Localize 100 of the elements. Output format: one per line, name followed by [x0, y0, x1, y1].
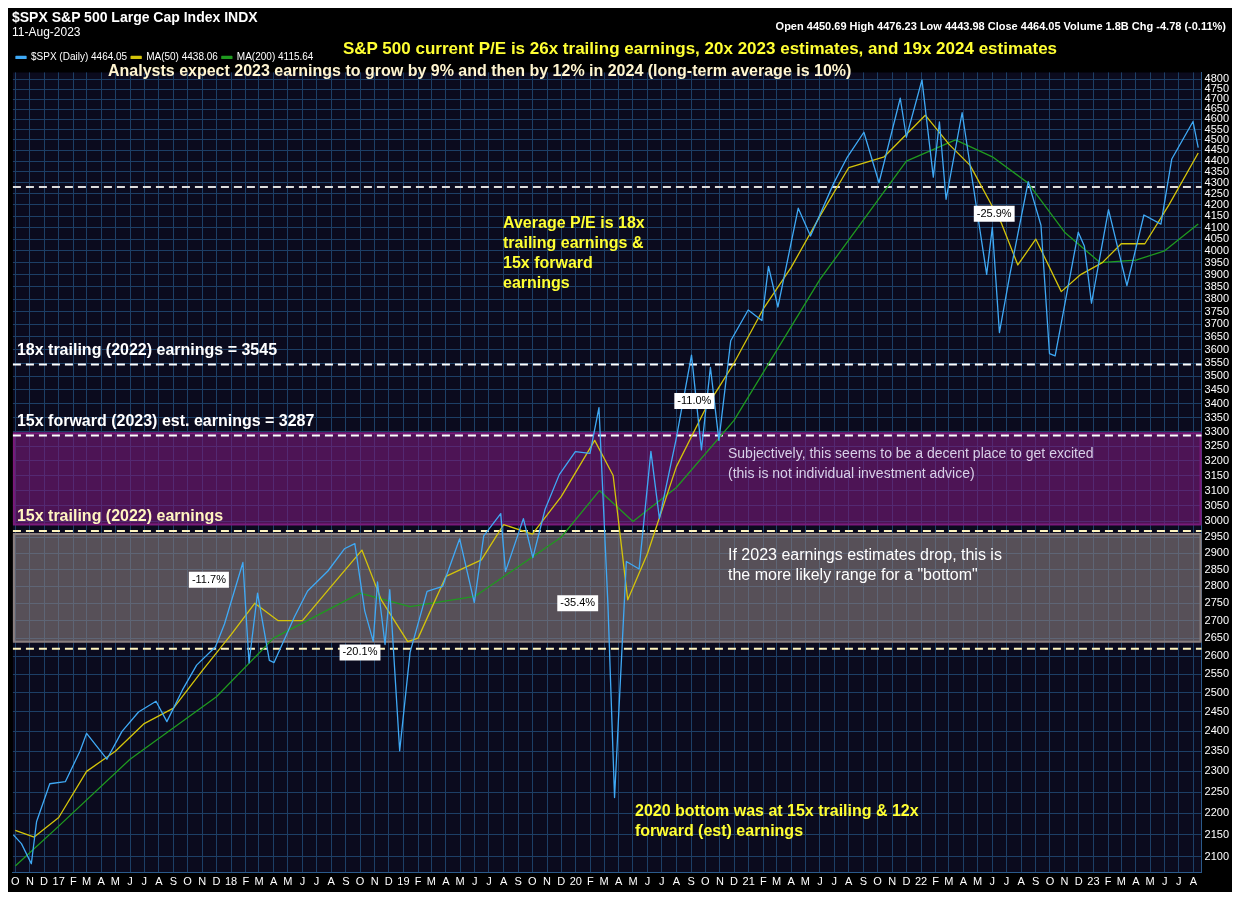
x-tick-label: S: [342, 875, 350, 888]
chart-title: $SPX S&P 500 Large Cap Index INDX: [12, 9, 259, 25]
y-tick-label: 4500: [1204, 132, 1230, 145]
x-tick-label: M: [944, 875, 954, 888]
x-tick-label: J: [1003, 875, 1010, 888]
y-tick-label: 3350: [1204, 410, 1230, 423]
x-tick-label: N: [370, 875, 379, 888]
ref-line-label: 15x forward (2023) est. earnings = 3287: [16, 411, 315, 429]
x-tick-label: A: [442, 875, 451, 888]
y-tick-label: 2200: [1204, 806, 1230, 819]
x-tick-label: D: [902, 875, 911, 888]
x-tick-label: O: [1045, 875, 1055, 888]
x-tick-label: 18: [224, 875, 238, 888]
x-tick-label: S: [1032, 875, 1040, 888]
x-tick-label: J: [486, 875, 492, 888]
y-tick-label: 2400: [1204, 724, 1230, 737]
x-tick-label: J: [472, 875, 478, 888]
x-tick-label: D: [1074, 875, 1083, 888]
annotation: 2020 bottom was at 15x trailing & 12x forward (est) earnings: [635, 802, 919, 839]
x-tick-label: M: [800, 875, 810, 888]
y-tick-label: 3650: [1204, 329, 1230, 342]
x-tick-label: N: [25, 875, 34, 888]
x-tick-label: A: [269, 875, 278, 888]
x-tick-label: M: [1116, 875, 1126, 888]
x-tick-label: J: [127, 875, 133, 888]
x-tick-label: M: [283, 875, 293, 888]
legend-label: MA(200) 4115.64: [236, 51, 314, 63]
band-label: If 2023 earnings estimates drop, this is the more likely range for a "bottom": [728, 546, 1002, 584]
y-tick-label: 3050: [1204, 498, 1230, 511]
x-tick-label: D: [384, 875, 393, 888]
y-tick-label: 3250: [1204, 439, 1230, 452]
y-tick-label: 2650: [1204, 631, 1230, 644]
x-tick-label: 21: [742, 875, 755, 888]
y-tick-label: 3600: [1204, 342, 1230, 355]
y-tick-label: 4100: [1204, 220, 1230, 233]
x-tick-label: J: [817, 875, 823, 888]
x-tick-label: A: [1189, 875, 1198, 888]
y-tick-label: 3850: [1204, 279, 1230, 292]
y-tick-label: 4050: [1204, 232, 1230, 245]
y-tick-label: 3900: [1204, 267, 1230, 280]
y-tick-label: 3750: [1204, 304, 1230, 317]
x-tick-label: M: [771, 875, 782, 888]
y-tick-label: 2850: [1204, 562, 1230, 575]
annotation: -11.0%: [677, 393, 712, 406]
x-tick-label: M: [110, 875, 120, 888]
x-tick-label: M: [455, 875, 465, 888]
y-tick-label: 4750: [1204, 82, 1230, 95]
y-tick-label: 2700: [1204, 613, 1230, 626]
x-tick-label: A: [327, 875, 336, 888]
x-tick-label: 22: [914, 875, 928, 888]
x-tick-label: M: [599, 875, 609, 888]
x-tick-label: J: [644, 875, 651, 888]
x-tick-label: A: [672, 875, 681, 888]
x-tick-label: A: [959, 875, 968, 888]
y-tick-label: 2800: [1204, 579, 1230, 592]
chart-subtitle: 11-Aug-2023: [12, 25, 81, 39]
x-tick-label: O: [528, 875, 538, 888]
y-tick-label: 3500: [1204, 369, 1230, 382]
y-tick-label: 3150: [1204, 468, 1230, 481]
x-tick-label: S: [859, 875, 868, 888]
x-tick-label: M: [628, 875, 638, 888]
x-tick-label: A: [787, 875, 796, 888]
x-tick-label: J: [1161, 875, 1168, 888]
x-tick-label: N: [888, 875, 897, 888]
y-tick-label: 2900: [1204, 546, 1230, 559]
ref-line-label: 15x trailing (2022) earnings: [16, 507, 224, 525]
y-tick-label: 3100: [1204, 483, 1230, 496]
y-tick-label: 4300: [1204, 175, 1230, 188]
x-tick-label: N: [543, 875, 552, 888]
x-tick-label: A: [845, 875, 854, 888]
y-tick-label: 4600: [1204, 112, 1230, 125]
annotation: -35.4%: [560, 596, 596, 609]
x-tick-label: 19: [397, 875, 410, 888]
x-tick-label: A: [615, 875, 624, 888]
x-tick-label: A: [499, 875, 508, 888]
x-tick-label: F: [414, 875, 422, 888]
x-tick-label: A: [97, 875, 106, 888]
y-tick-label: 4200: [1204, 197, 1230, 210]
y-tick-label: 2550: [1204, 667, 1230, 680]
y-tick-label: 4800: [1204, 72, 1230, 85]
y-tick-label: 2300: [1204, 764, 1230, 777]
x-tick-label: F: [1104, 875, 1112, 888]
x-tick-label: M: [1145, 875, 1155, 888]
x-tick-label: F: [932, 875, 940, 888]
y-tick-label: 3450: [1204, 382, 1230, 395]
ref-line-label: 18x trailing (2022) earnings = 3545: [16, 340, 278, 358]
annotation: -11.7%: [191, 572, 227, 585]
x-tick-label: D: [212, 875, 221, 888]
y-tick-label: 4250: [1204, 186, 1230, 199]
y-tick-label: 3000: [1204, 514, 1230, 527]
x-tick-label: S: [687, 875, 695, 888]
y-tick-label: 3400: [1204, 396, 1230, 409]
x-tick-label: J: [659, 875, 665, 888]
y-tick-label: 4150: [1204, 209, 1230, 222]
x-tick-label: F: [587, 875, 595, 888]
y-tick-label: 3700: [1204, 317, 1230, 330]
y-tick-label: 4650: [1204, 102, 1230, 115]
y-tick-label: 2500: [1204, 685, 1230, 698]
x-tick-label: J: [989, 875, 996, 888]
y-tick-label: 4400: [1204, 154, 1230, 167]
